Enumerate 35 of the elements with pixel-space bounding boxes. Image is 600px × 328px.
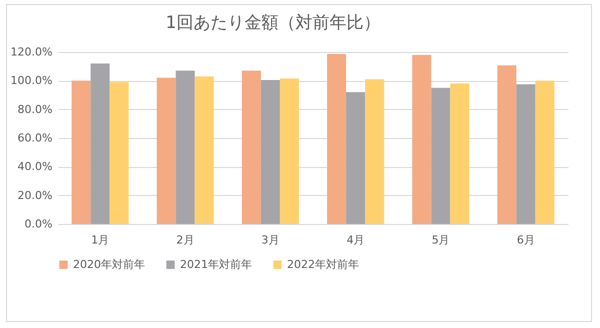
x-tick-label: 1月 [91, 234, 110, 246]
bar [72, 80, 91, 224]
x-tick-label: 4月 [346, 234, 365, 246]
y-tick-label: 60.0% [18, 132, 52, 144]
bar [176, 70, 195, 224]
bar [365, 79, 384, 224]
bar [260, 80, 280, 224]
legend-label: 2022年対前年 [287, 258, 359, 271]
bar [110, 82, 129, 224]
bar [194, 76, 214, 224]
bar [497, 65, 516, 224]
bar [346, 92, 366, 224]
y-tick-label: 0.0% [24, 218, 52, 230]
y-tick-label: 20.0% [18, 188, 52, 202]
chart-title: 1回あたり金額（対前年比） [166, 13, 380, 33]
bar [431, 88, 450, 224]
bar [156, 78, 176, 224]
bar [242, 70, 261, 224]
x-tick-label: 3月 [261, 234, 280, 246]
bar [516, 84, 536, 224]
bar [450, 84, 470, 224]
bar [412, 54, 432, 224]
y-tick-label: 80.0% [18, 102, 52, 116]
legend-label: 2021年対前年 [180, 258, 252, 271]
bar [90, 63, 110, 224]
legend-label: 2020年対前年 [73, 258, 145, 271]
y-tick-label: 120.0% [10, 46, 52, 58]
x-tick-label: 6月 [516, 234, 535, 246]
x-tick-label: 2月 [176, 234, 194, 246]
y-tick-label: 100.0% [10, 74, 52, 88]
x-tick-label: 5月 [432, 234, 450, 246]
y-tick-label: 40.0% [18, 160, 52, 174]
bar [535, 80, 554, 224]
bar [327, 54, 346, 224]
bar [280, 78, 299, 224]
